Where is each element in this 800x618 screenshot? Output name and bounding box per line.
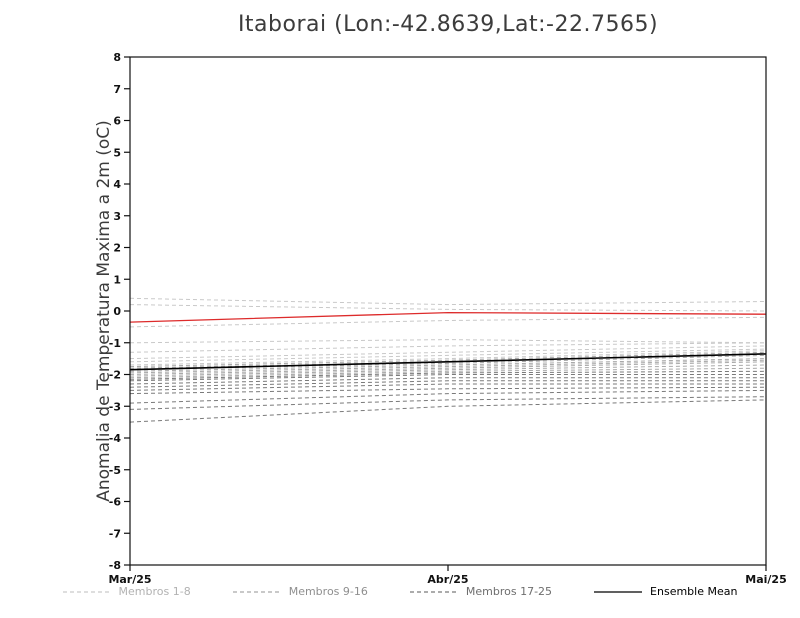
- legend-item: Ensemble Mean: [594, 585, 737, 598]
- y-tick-label: 4: [113, 178, 121, 191]
- y-tick-label: -6: [109, 496, 122, 509]
- member-line: [129, 364, 767, 377]
- member-line: [129, 370, 767, 380]
- y-tick-label: 7: [113, 83, 121, 96]
- y-tick-label: -8: [109, 559, 121, 572]
- member-line: [129, 350, 767, 366]
- chart-title: Itaborai (Lon:-42.8639,Lat:-22.7565): [237, 12, 659, 37]
- member-line: [129, 377, 766, 385]
- legend-label: Membros 17-25: [465, 585, 553, 598]
- legend-label: Ensemble Mean: [650, 585, 738, 598]
- member-line: [129, 380, 766, 388]
- x-tick-label: Mai/25: [745, 573, 786, 586]
- y-tick-label: -5: [109, 464, 121, 477]
- ensemble-mean-line: [129, 353, 767, 371]
- member-line: [129, 297, 767, 306]
- x-tick-label: Mar/25: [108, 573, 151, 586]
- member-line: [129, 351, 767, 368]
- member-line: [129, 359, 767, 374]
- legend: Membros 1-8 Membros 9-16 Membros 17-25 Ense…: [0, 585, 800, 598]
- x-tick-label: Abr/25: [427, 573, 468, 586]
- member-line: [129, 339, 767, 344]
- member-line: [129, 345, 767, 360]
- member-line: [129, 316, 767, 328]
- member-line: [129, 374, 766, 382]
- y-tick-label: 3: [113, 210, 121, 223]
- y-tick-label: 0: [113, 305, 121, 318]
- y-tick-label: -3: [109, 400, 121, 413]
- legend-label: Membros 1-8: [118, 585, 191, 598]
- legend-line-sample: [62, 590, 111, 593]
- legend-label: Membros 9-16: [288, 585, 368, 598]
- y-tick-label: 2: [113, 242, 121, 255]
- member-line: [129, 348, 767, 363]
- legend-item: Membros 17-25: [409, 585, 553, 598]
- y-tick-label: 8: [113, 51, 121, 64]
- member-line: [129, 399, 767, 423]
- legend-line-sample: [232, 590, 281, 593]
- y-tick-label: -7: [109, 527, 121, 540]
- legend-line-sample: [409, 590, 458, 593]
- y-tick-label: -1: [109, 337, 121, 350]
- y-tick-label: 1: [113, 273, 121, 286]
- member-line: [129, 386, 767, 395]
- member-line: [129, 396, 767, 410]
- y-tick-label: 6: [113, 115, 121, 128]
- legend-item: Membros 1-8: [62, 585, 191, 598]
- member-line: [129, 304, 767, 312]
- member-line: [129, 389, 767, 404]
- member-line: [129, 342, 767, 353]
- red-line: [129, 311, 767, 323]
- legend-item: Membros 9-16: [232, 585, 368, 598]
- legend-line-sample: [594, 590, 643, 593]
- y-tick-label: -4: [109, 432, 122, 445]
- y-tick-label: -2: [109, 369, 121, 382]
- y-tick-label: 5: [113, 146, 121, 159]
- member-line: [129, 358, 767, 372]
- member-line: [129, 383, 766, 391]
- member-line: [129, 361, 767, 375]
- member-line: [129, 367, 767, 379]
